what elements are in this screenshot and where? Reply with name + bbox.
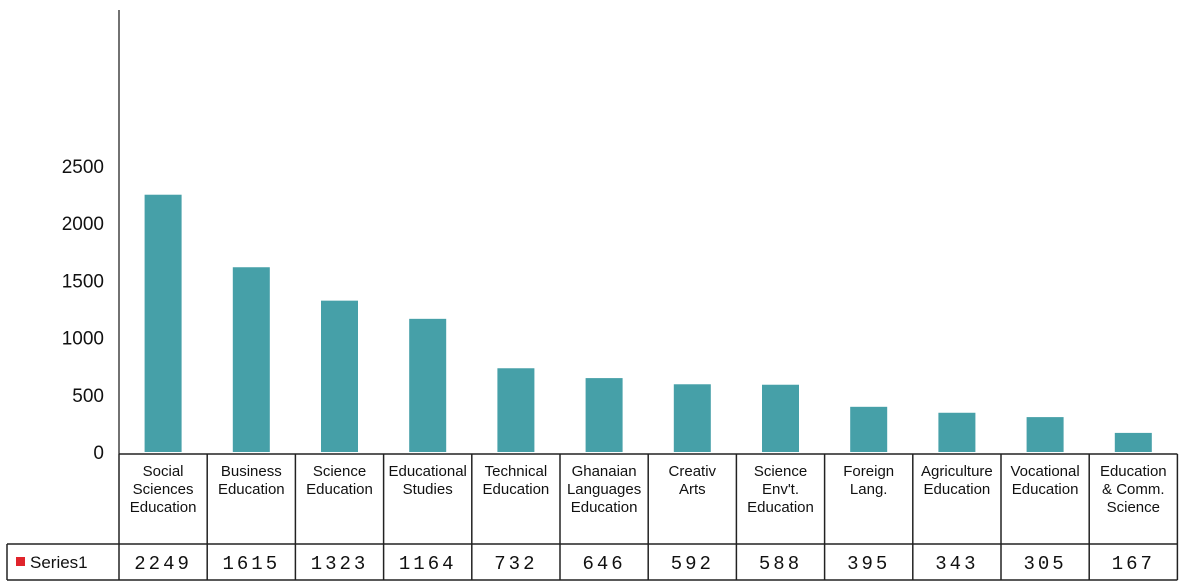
bar — [1026, 417, 1064, 452]
x-category-label: Technical Education — [483, 463, 550, 498]
legend-marker — [16, 557, 25, 566]
data-value-label: 592 — [671, 553, 714, 575]
x-category-label: Science Education — [306, 463, 373, 498]
data-value-label: 305 — [1023, 553, 1066, 575]
x-category-label: Business Education — [218, 463, 285, 498]
bar — [762, 384, 799, 452]
x-category-label: Education & Comm. Science — [1100, 463, 1167, 516]
data-value-label: 646 — [582, 553, 625, 575]
bar — [144, 194, 182, 452]
bar — [938, 412, 976, 452]
x-category-label: Educational Studies — [388, 463, 466, 498]
x-category-label: Vocational Education — [1010, 463, 1079, 498]
x-category-label: Creativ Arts — [669, 463, 717, 498]
data-value-label: 343 — [935, 553, 978, 575]
bar — [1114, 432, 1152, 452]
x-category-label: Ghanaian Languages Education — [567, 463, 641, 516]
data-value-label: 732 — [494, 553, 537, 575]
axis-layer: 0 500 1000 1500 2000 2500 — [62, 10, 120, 464]
x-category-label: Science Env't. Education — [747, 463, 814, 516]
data-value-label: 2249 — [134, 553, 192, 575]
data-value-label: 167 — [1112, 553, 1155, 575]
x-category-label: Foreign Lang. — [843, 463, 894, 498]
bar — [585, 378, 623, 452]
data-value-label: 588 — [759, 553, 802, 575]
bar — [673, 384, 711, 452]
y-tick-label: 1500 — [62, 271, 104, 292]
bar — [850, 406, 888, 452]
y-tick-label: 1000 — [62, 329, 104, 350]
bar — [409, 318, 447, 452]
data-value-label: 1615 — [222, 553, 280, 575]
y-tick-label: 500 — [72, 386, 104, 407]
data-value-label: 1164 — [399, 553, 457, 575]
data-value-label: 1323 — [311, 553, 369, 575]
bar-layer — [144, 194, 1152, 452]
bar — [497, 368, 535, 452]
y-tick-label: 0 — [93, 443, 104, 464]
bar — [321, 300, 358, 452]
bar — [232, 267, 270, 452]
data-value-label: 395 — [847, 553, 890, 575]
y-tick-label: 2500 — [62, 157, 104, 178]
legend-label: Series1 — [30, 553, 88, 572]
y-tick-label: 2000 — [62, 214, 104, 235]
x-category-label: Agriculture Education — [921, 463, 993, 498]
data-table: Social Sciences Education Business Education… — [6, 453, 1179, 581]
x-category-label: Social Sciences Education — [130, 463, 197, 516]
